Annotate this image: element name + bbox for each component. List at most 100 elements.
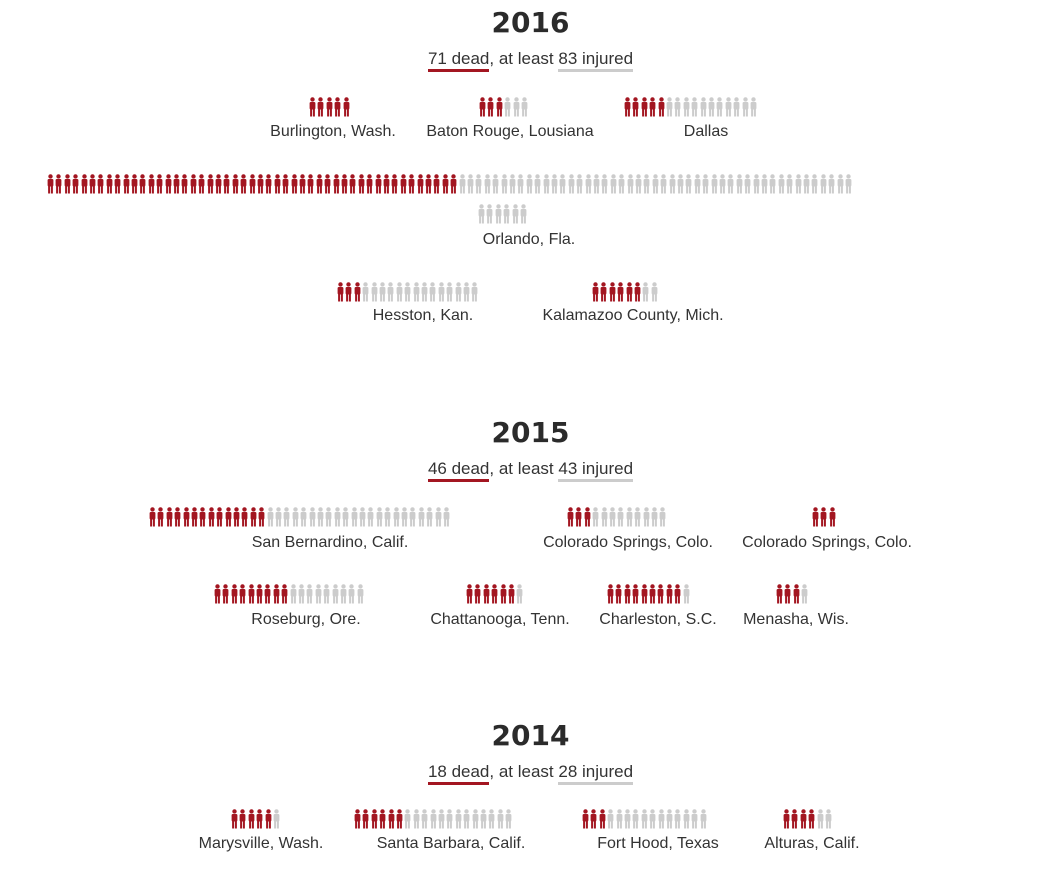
dead-figure bbox=[89, 174, 96, 194]
injured-figure bbox=[593, 174, 600, 194]
dead-figure bbox=[500, 584, 506, 604]
injured-figure bbox=[300, 507, 307, 527]
injured-figure bbox=[475, 174, 482, 194]
dead-figure bbox=[474, 584, 481, 604]
dead-figure bbox=[388, 809, 394, 829]
injured-figure bbox=[601, 507, 607, 527]
dead-figure bbox=[808, 809, 815, 829]
dead-figure bbox=[345, 282, 352, 302]
injured-figure bbox=[396, 282, 403, 302]
injured-figure bbox=[733, 97, 740, 117]
dead-figure bbox=[309, 97, 316, 117]
injured-figure bbox=[459, 174, 465, 194]
dead-figure bbox=[483, 584, 490, 604]
injured-figure bbox=[267, 507, 273, 527]
dead-figure bbox=[487, 97, 494, 117]
dead-count: 18 dead bbox=[427, 762, 490, 785]
dead-figure bbox=[97, 174, 104, 194]
year-heading-2016: 2016 bbox=[491, 6, 570, 39]
dead-figure bbox=[72, 174, 79, 194]
injured-figure bbox=[472, 809, 478, 829]
injured-figure bbox=[512, 204, 518, 224]
dead-figure bbox=[216, 507, 223, 527]
incident-location-label: Dallas bbox=[683, 123, 729, 140]
injured-figure bbox=[323, 584, 330, 604]
dead-figure bbox=[256, 584, 263, 604]
injured-figure bbox=[471, 282, 478, 302]
dead-figure bbox=[641, 584, 647, 604]
dead-figure bbox=[166, 507, 173, 527]
dead-figure bbox=[148, 174, 155, 194]
dead-figure bbox=[307, 174, 314, 194]
dead-figure bbox=[250, 507, 257, 527]
injured-figure bbox=[700, 97, 706, 117]
injured-figure bbox=[443, 507, 450, 527]
injured-figure bbox=[845, 174, 852, 194]
dead-figure bbox=[829, 507, 836, 527]
injured-figure bbox=[627, 174, 633, 194]
dead-count: 46 dead bbox=[427, 459, 490, 482]
injured-figure bbox=[292, 507, 299, 527]
injured-count: 83 injured bbox=[558, 49, 634, 72]
injured-figure bbox=[669, 174, 675, 194]
dead-figure bbox=[232, 174, 239, 194]
injured-figure bbox=[601, 174, 608, 194]
dead-figure bbox=[157, 507, 164, 527]
dead-figure bbox=[567, 507, 574, 527]
injured-figure bbox=[290, 584, 296, 604]
injured-figure bbox=[543, 174, 549, 194]
injured-figure bbox=[325, 507, 332, 527]
dead-figure bbox=[375, 174, 381, 194]
dead-figure bbox=[657, 584, 664, 604]
injured-figure bbox=[488, 809, 495, 829]
dead-figure bbox=[358, 174, 365, 194]
injured-figure bbox=[534, 174, 541, 194]
injured-figure bbox=[348, 584, 355, 604]
dead-figure bbox=[282, 174, 289, 194]
dead-figure bbox=[349, 174, 356, 194]
injured-figure bbox=[421, 282, 428, 302]
injured-figure bbox=[446, 282, 453, 302]
dead-figure bbox=[165, 174, 171, 194]
injured-figure bbox=[516, 584, 523, 604]
dead-figure bbox=[649, 584, 656, 604]
injured-count: 28 injured bbox=[558, 762, 634, 785]
injured-count: 43 injured bbox=[558, 459, 634, 482]
dead-figure bbox=[139, 174, 146, 194]
dead-figure bbox=[793, 584, 800, 604]
injured-figure bbox=[438, 809, 445, 829]
injured-figure bbox=[501, 174, 507, 194]
dead-figure bbox=[450, 174, 457, 194]
dead-figure bbox=[114, 174, 121, 194]
injured-figure bbox=[334, 507, 341, 527]
dead-figure bbox=[362, 809, 369, 829]
dead-figure bbox=[241, 507, 248, 527]
dead-figure bbox=[354, 809, 361, 829]
injured-figure bbox=[480, 809, 487, 829]
dead-figure bbox=[337, 282, 344, 302]
injured-figure bbox=[691, 97, 698, 117]
dead-figure bbox=[396, 809, 403, 829]
injured-figure bbox=[387, 282, 394, 302]
dead-figure bbox=[239, 809, 246, 829]
dead-figure bbox=[274, 174, 281, 194]
injured-figure bbox=[610, 174, 617, 194]
dead-figure bbox=[240, 174, 247, 194]
injured-figure bbox=[702, 174, 709, 194]
dead-figure bbox=[666, 584, 673, 604]
dead-figure bbox=[615, 584, 622, 604]
injured-figure bbox=[683, 584, 689, 604]
dead-figure bbox=[281, 584, 288, 604]
incident-location-label: Orlando, Fla. bbox=[482, 231, 576, 248]
year-summary-2016: 71 dead, at least 83 injured bbox=[0, 49, 1061, 72]
injured-figure bbox=[660, 174, 667, 194]
dead-count: 71 dead bbox=[427, 49, 490, 72]
dead-figure bbox=[173, 174, 180, 194]
dead-figure bbox=[491, 584, 498, 604]
dead-figure bbox=[575, 507, 582, 527]
injured-figure bbox=[634, 507, 641, 527]
injured-figure bbox=[438, 282, 445, 302]
injured-figure bbox=[455, 809, 462, 829]
injured-figure bbox=[607, 809, 614, 829]
dead-figure bbox=[265, 174, 272, 194]
